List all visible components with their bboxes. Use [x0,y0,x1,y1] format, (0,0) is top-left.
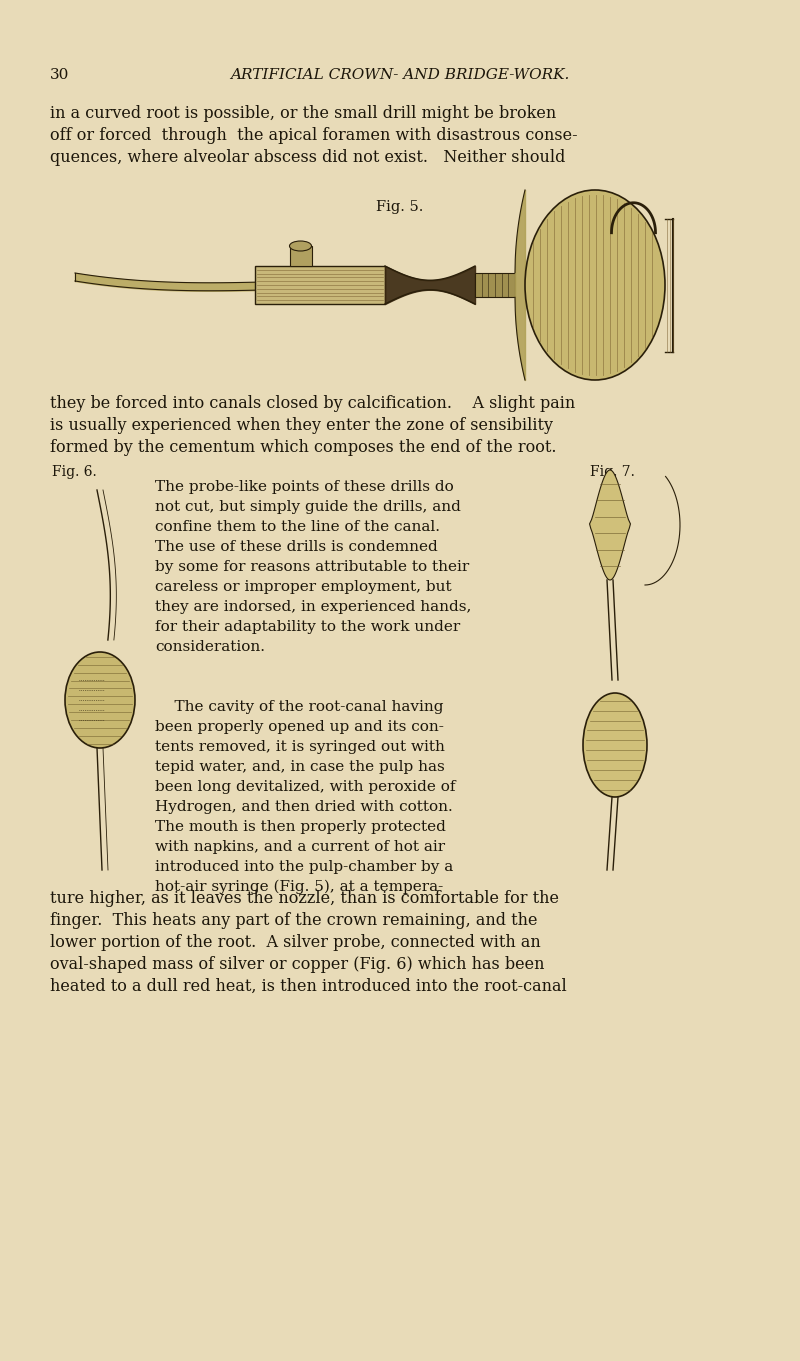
Text: lower portion of the root.  A silver probe, connected with an: lower portion of the root. A silver prob… [50,934,541,951]
Ellipse shape [290,241,311,250]
Text: Fig. 5.: Fig. 5. [376,200,424,214]
Text: Hydrogen, and then dried with cotton.: Hydrogen, and then dried with cotton. [155,800,453,814]
Text: tepid water, and, in case the pulp has: tepid water, and, in case the pulp has [155,759,445,774]
Text: quences, where alveolar abscess did not exist.   Neither should: quences, where alveolar abscess did not … [50,148,566,166]
Bar [290,246,311,265]
Bar [255,265,385,304]
Text: ARTIFICIAL CROWN- AND BRIDGE-WORK.: ARTIFICIAL CROWN- AND BRIDGE-WORK. [230,68,570,82]
Ellipse shape [65,652,135,749]
Text: tents removed, it is syringed out with: tents removed, it is syringed out with [155,740,445,754]
Text: ture higher, as it leaves the nozzle, than is comfortable for the: ture higher, as it leaves the nozzle, th… [50,890,559,906]
Ellipse shape [583,693,647,798]
Text: formed by the cementum which composes the end of the root.: formed by the cementum which composes th… [50,440,557,456]
Text: is usually experienced when they enter the zone of sensibility: is usually experienced when they enter t… [50,416,553,434]
Text: with napkins, and a current of hot air: with napkins, and a current of hot air [155,840,445,853]
Text: been long devitalized, with peroxide of: been long devitalized, with peroxide of [155,780,455,793]
Text: consideration.: consideration. [155,640,265,655]
Text: Fig. 7.: Fig. 7. [590,465,635,479]
Text: introduced into the pulp-chamber by a: introduced into the pulp-chamber by a [155,860,454,874]
Text: confine them to the line of the canal.: confine them to the line of the canal. [155,520,440,534]
Text: for their adaptability to the work under: for their adaptability to the work under [155,621,460,634]
Text: heated to a dull red heat, is then introduced into the root-canal: heated to a dull red heat, is then intro… [50,979,566,995]
Text: The cavity of the root-canal having: The cavity of the root-canal having [155,700,443,715]
Text: 30: 30 [50,68,70,82]
Text: by some for reasons attributable to their: by some for reasons attributable to thei… [155,559,470,574]
Ellipse shape [525,191,665,380]
Text: not cut, but simply guide the drills, and: not cut, but simply guide the drills, an… [155,499,461,514]
Text: off or forced  through  the apical foramen with disastrous conse-: off or forced through the apical foramen… [50,127,578,144]
Text: The probe-like points of these drills do: The probe-like points of these drills do [155,480,454,494]
Text: The use of these drills is condemned: The use of these drills is condemned [155,540,438,554]
Text: The mouth is then properly protected: The mouth is then properly protected [155,819,446,834]
Text: careless or improper employment, but: careless or improper employment, but [155,580,452,593]
Text: been properly opened up and its con-: been properly opened up and its con- [155,720,444,734]
Bar [475,272,515,297]
Text: oval-shaped mass of silver or copper (Fig. 6) which has been: oval-shaped mass of silver or copper (Fi… [50,955,545,973]
Text: finger.  This heats any part of the crown remaining, and the: finger. This heats any part of the crown… [50,912,538,930]
Text: in a curved root is possible, or the small drill might be broken: in a curved root is possible, or the sma… [50,105,556,122]
Text: Fig. 6.: Fig. 6. [52,465,97,479]
Text: they are indorsed, in experienced hands,: they are indorsed, in experienced hands, [155,600,471,614]
Text: hot-air syringe (Fig. 5), at a tempera-: hot-air syringe (Fig. 5), at a tempera- [155,881,443,894]
Text: they be forced into canals closed by calcification.    A slight pain: they be forced into canals closed by cal… [50,395,575,412]
Polygon shape [590,470,630,580]
